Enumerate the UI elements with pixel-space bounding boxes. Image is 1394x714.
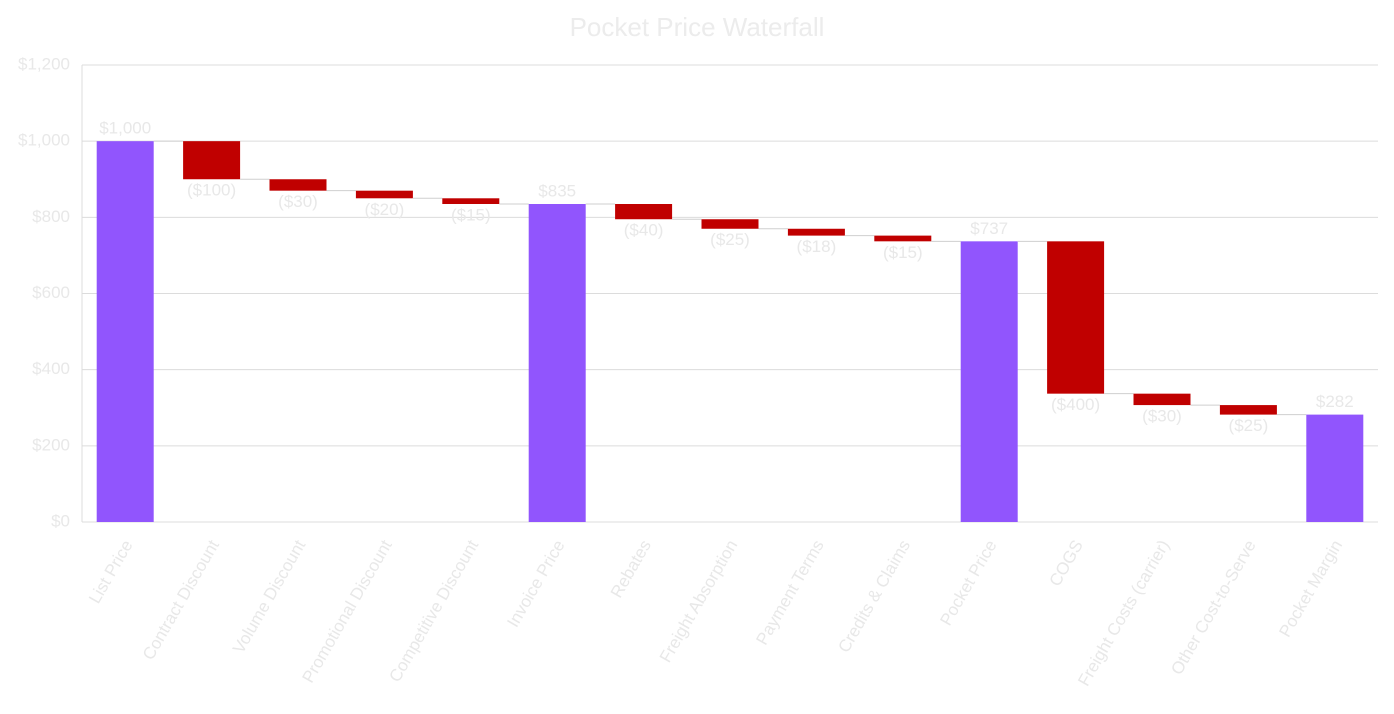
x-tick-label: Pocket Margin xyxy=(1275,537,1346,641)
value-label: ($100) xyxy=(187,181,236,200)
x-tick-label: Pocket Price xyxy=(936,537,1000,629)
bar xyxy=(442,198,500,205)
y-tick-label: $1,000 xyxy=(18,131,70,150)
x-tick-label: Contract Discount xyxy=(139,537,223,664)
value-label: ($400) xyxy=(1051,395,1100,414)
bar xyxy=(528,204,586,523)
value-label: ($25) xyxy=(710,230,750,249)
bar xyxy=(1219,405,1277,415)
value-label: ($15) xyxy=(451,205,491,224)
x-tick-label: Other Cost-to-Serve xyxy=(1167,537,1260,678)
y-tick-label: $400 xyxy=(32,359,70,378)
bar xyxy=(787,228,845,236)
x-tick-label: Invoice Price xyxy=(503,537,568,631)
y-tick-label: $0 xyxy=(51,511,70,530)
value-label: $737 xyxy=(970,219,1008,238)
bar xyxy=(701,219,759,229)
bar xyxy=(960,241,1018,522)
value-label: ($15) xyxy=(883,243,923,262)
value-label: $1,000 xyxy=(99,119,151,138)
x-tick-label: Volume Discount xyxy=(229,537,309,657)
value-label: ($25) xyxy=(1229,416,1269,435)
x-tick-label: Payment Terms xyxy=(752,537,827,649)
bar xyxy=(1133,393,1191,406)
value-label: $282 xyxy=(1316,392,1354,411)
y-tick-label: $600 xyxy=(32,283,70,302)
value-label: ($18) xyxy=(797,237,837,256)
bar xyxy=(615,204,673,220)
bar xyxy=(269,179,327,191)
value-label: ($30) xyxy=(1142,407,1182,426)
x-tick-label: Credits & Claims xyxy=(834,537,914,656)
value-label: ($20) xyxy=(365,200,405,219)
x-tick-label: Promotional Discount xyxy=(299,537,396,687)
y-tick-label: $800 xyxy=(32,207,70,226)
chart-title: Pocket Price Waterfall xyxy=(570,12,825,42)
x-tick-label: Competitive Discount xyxy=(385,537,482,686)
bar xyxy=(96,141,154,522)
x-tick-label: Rebates xyxy=(607,537,655,601)
x-tick-label: Freight Absorption xyxy=(656,537,741,666)
bar xyxy=(355,190,413,199)
value-label: ($30) xyxy=(278,192,318,211)
y-tick-label: $200 xyxy=(32,435,70,454)
x-tick-label: List Price xyxy=(85,537,136,607)
bar xyxy=(1047,241,1105,394)
bar xyxy=(1306,414,1364,522)
x-tick-label: COGS xyxy=(1045,537,1086,590)
y-tick-label: $1,200 xyxy=(18,54,70,73)
value-label: ($40) xyxy=(624,221,664,240)
x-tick-label: Freight Costs (carrier) xyxy=(1074,537,1173,690)
bar xyxy=(183,141,241,180)
bar xyxy=(874,235,932,242)
value-label: $835 xyxy=(538,181,576,200)
